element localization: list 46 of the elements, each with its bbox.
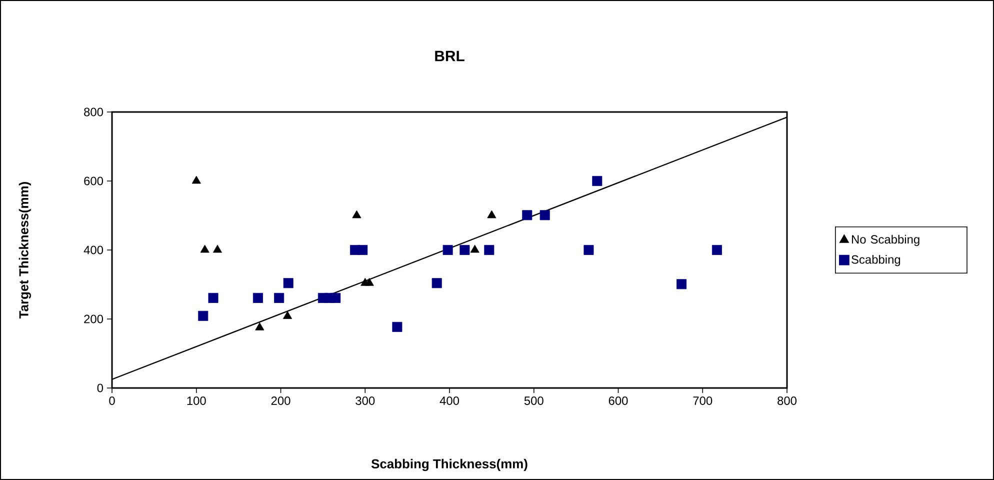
point	[255, 322, 264, 330]
point	[283, 278, 294, 288]
y-tick-label: 400	[84, 246, 104, 254]
point	[712, 244, 722, 255]
chart-title: BRL	[435, 50, 464, 62]
point	[364, 278, 374, 286]
point	[192, 176, 201, 184]
y-tick-label: 0	[97, 384, 104, 392]
point	[392, 322, 402, 332]
x-tick-label: 100	[187, 396, 206, 405]
point	[584, 244, 594, 255]
x-tick-label: 0	[109, 396, 115, 405]
x-tick-label: 600	[608, 396, 628, 405]
point	[200, 244, 210, 253]
point	[522, 210, 532, 220]
x-tick-label: 300	[356, 396, 375, 405]
y-tick-label: 800	[84, 108, 104, 116]
x-tick-label: 700	[693, 396, 712, 405]
y-axis-title: Target Thickness(mm)	[18, 182, 32, 318]
point	[330, 292, 341, 303]
point	[198, 310, 208, 321]
point	[460, 244, 470, 255]
y-tick-label: 200	[84, 314, 104, 324]
legend-label: Scabbing	[852, 254, 900, 266]
point	[252, 292, 263, 303]
point	[352, 210, 362, 218]
y-tick-label: 600	[84, 176, 104, 186]
point	[470, 244, 480, 253]
point	[484, 244, 494, 255]
x-tick-label: 400	[440, 396, 460, 405]
x-tick-label: 200	[271, 396, 290, 405]
point	[358, 244, 368, 255]
point	[487, 210, 496, 218]
point	[540, 210, 550, 220]
point	[442, 244, 453, 255]
point	[676, 279, 687, 290]
point	[592, 176, 602, 186]
point	[432, 278, 442, 288]
x-tick-label: 500	[524, 396, 544, 405]
x-axis-title: Scabbing Thickness(mm)	[371, 458, 528, 472]
point	[212, 244, 222, 253]
point	[208, 292, 218, 303]
legend-label: No Scabbing	[852, 234, 920, 246]
point	[282, 311, 292, 319]
x-tick-label: 800	[778, 396, 797, 405]
point	[274, 292, 284, 303]
